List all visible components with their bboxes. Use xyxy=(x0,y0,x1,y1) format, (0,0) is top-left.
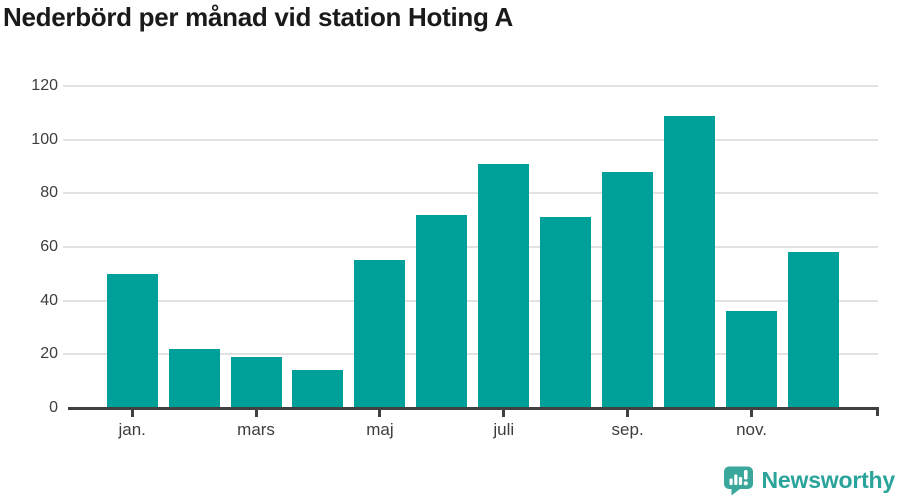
x-axis-tick-jan xyxy=(130,409,134,417)
bar-month-2 xyxy=(168,348,220,408)
newsworthy-logo-text: Newsworthy xyxy=(761,466,896,493)
x-axis-label: maj xyxy=(366,420,394,439)
chart-title: Nederbörd per månad vid station Hoting A xyxy=(3,2,513,32)
x-axis-end-cap xyxy=(875,408,879,416)
x-axis-tick-maj xyxy=(378,409,382,417)
bar-month-3 xyxy=(230,357,282,408)
x-axis-line xyxy=(68,407,879,410)
x-axis-label: sep. xyxy=(611,420,644,439)
x-axis-tick-mars xyxy=(254,409,258,417)
y-axis-label: 0 xyxy=(49,399,58,416)
bar-month-11 xyxy=(726,311,777,408)
bar-month-12 xyxy=(787,252,839,408)
newsworthy-logo-icon xyxy=(723,466,753,496)
x-axis-tick-sep xyxy=(626,409,630,417)
bar-month-7 xyxy=(478,163,530,408)
bar-month-8 xyxy=(540,217,592,408)
bar-month-1 xyxy=(106,273,158,408)
bar-month-6 xyxy=(416,214,468,408)
y-axis-label: 60 xyxy=(40,238,58,255)
gridline-y-20 xyxy=(63,353,878,356)
gridline-y-40 xyxy=(63,299,878,302)
bar-month-5 xyxy=(354,260,406,408)
bar-month-9 xyxy=(602,171,654,408)
gridline-y-100 xyxy=(63,138,878,141)
x-axis-label: juli xyxy=(493,420,515,439)
x-axis-label: jan. xyxy=(118,420,146,439)
y-axis-label: 80 xyxy=(40,184,58,202)
gridline-y-60 xyxy=(63,246,878,248)
y-axis-label: 40 xyxy=(40,291,58,309)
x-axis-label: mars xyxy=(237,420,275,439)
y-axis-label: 120 xyxy=(31,77,58,94)
gridline-y-80 xyxy=(63,192,878,195)
bar-month-4 xyxy=(292,370,344,408)
x-axis-label: nov. xyxy=(736,420,767,439)
x-axis-tick-nov xyxy=(750,409,753,417)
gridline-y-120 xyxy=(63,85,878,87)
y-axis-label: 20 xyxy=(40,345,58,363)
newsworthy-logo: Newsworthy xyxy=(723,463,895,497)
x-axis-tick-juli xyxy=(502,409,506,417)
bar-month-10 xyxy=(664,115,716,408)
y-axis-label: 100 xyxy=(31,130,58,148)
